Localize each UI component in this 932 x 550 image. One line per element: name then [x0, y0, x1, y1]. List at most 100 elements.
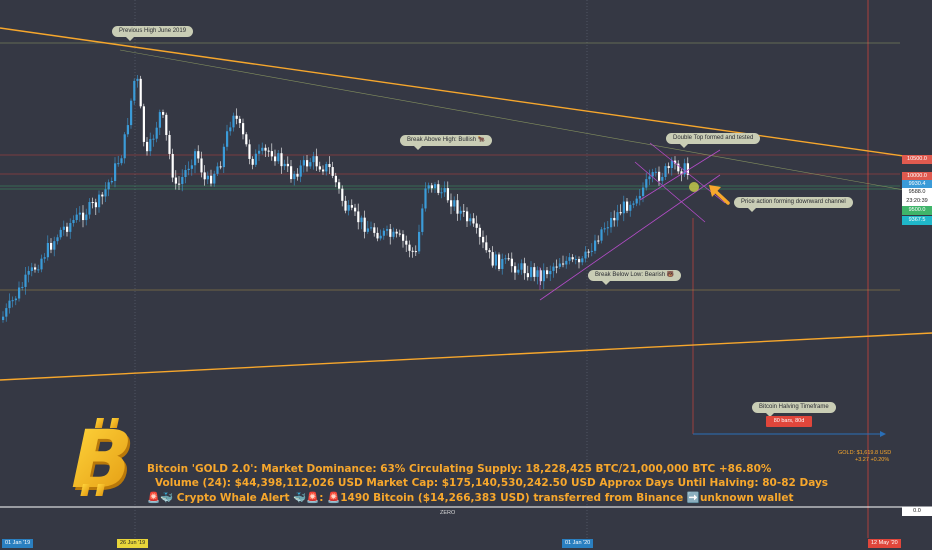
candle-up	[651, 172, 654, 177]
candle-down	[162, 112, 165, 115]
candle-up	[261, 147, 264, 151]
channel-line-lower	[539, 174, 721, 301]
candle-up	[254, 153, 257, 165]
candle-up	[69, 223, 72, 232]
candle-up	[293, 173, 296, 180]
candle-down	[171, 153, 174, 178]
candle-up	[222, 146, 225, 168]
candle-up	[155, 127, 158, 139]
annotation-halving-timeframe[interactable]: Bitcoin Halving Timeframe	[752, 402, 836, 417]
candle-down	[142, 106, 145, 142]
candle-up	[213, 173, 216, 184]
candle-down	[450, 200, 453, 207]
candle-down	[619, 212, 622, 214]
price-axis-label: 9367.5	[902, 216, 932, 225]
candle-up	[594, 240, 597, 251]
candle-down	[523, 263, 526, 274]
candle-down	[363, 217, 366, 232]
candle-down	[510, 258, 513, 267]
candle-up	[568, 257, 571, 261]
price-axis-label: 23:20:39	[902, 197, 932, 206]
candle-up	[520, 263, 523, 270]
candle-up	[216, 166, 219, 174]
candle-up	[158, 112, 161, 128]
candle-up	[302, 160, 305, 166]
candle-down	[667, 166, 670, 169]
candle-up	[229, 127, 232, 132]
annotation-downward-channel[interactable]: Price action forming downward channel	[734, 197, 853, 212]
upper-resistance-trendline	[0, 27, 932, 161]
candle-down	[338, 182, 341, 189]
candle-up	[382, 230, 385, 236]
candle-down	[174, 177, 177, 184]
downward-channel-line-2	[634, 161, 706, 223]
candle-down	[491, 252, 494, 266]
trendlines	[0, 27, 932, 381]
candle-down	[264, 147, 267, 151]
candle-down	[235, 115, 238, 119]
candle-up	[37, 269, 40, 271]
candle-down	[626, 201, 629, 211]
candle-up	[542, 270, 545, 282]
candle-down	[267, 150, 270, 152]
candle-up	[2, 316, 5, 320]
candle-down	[66, 226, 69, 232]
candle-up	[24, 274, 27, 287]
candle-up	[46, 242, 49, 258]
candle-up	[424, 188, 427, 209]
candle-down	[402, 234, 405, 241]
candle-up	[494, 254, 497, 266]
candle-up	[427, 185, 430, 189]
candle-up	[312, 156, 315, 163]
candle-up	[325, 164, 328, 172]
ticker-line-whale-alert: 🚨🐳 Crypto Whale Alert 🐳🚨: 🚨1490 Bitcoin …	[147, 492, 794, 504]
candle-up	[443, 188, 446, 193]
candle-down	[613, 217, 616, 221]
candle-down	[280, 153, 283, 167]
candle-up	[610, 217, 613, 228]
candle-up	[606, 227, 609, 229]
candle-up	[56, 237, 59, 242]
candle-up	[590, 250, 593, 252]
candle-down	[219, 166, 222, 168]
candle-up	[552, 266, 555, 271]
candle-up	[133, 80, 136, 101]
candle-up	[184, 170, 187, 178]
candle-down	[405, 240, 408, 245]
candle-up	[629, 204, 632, 211]
candle-up	[110, 181, 113, 183]
channel-line-upper	[639, 149, 721, 201]
time-label-jan20: 01 Jan '20	[562, 539, 594, 548]
candle-up	[453, 200, 456, 207]
candle-down	[210, 175, 213, 184]
candle-up	[421, 208, 424, 232]
candle-up	[418, 231, 421, 252]
candle-up	[8, 300, 11, 309]
annotation-break-above-high[interactable]: Break Above High: Bullish 🐂	[400, 135, 493, 150]
annotation-break-below-low[interactable]: Break Below Low: Bearish 🐻	[588, 270, 682, 285]
candle-down	[571, 257, 574, 260]
candle-down	[306, 160, 309, 167]
candle-up	[72, 220, 75, 224]
candle-down	[251, 158, 254, 165]
candle-up	[21, 286, 24, 288]
candle-down	[139, 78, 142, 107]
annotation-previous-high[interactable]: Previous High June 2019	[112, 26, 194, 41]
candle-down	[539, 270, 542, 282]
candle-down	[680, 171, 683, 175]
gold-change-label: +3.27 +0.20%	[855, 457, 890, 463]
candle-up	[440, 192, 443, 194]
candle-down	[482, 236, 485, 243]
candle-down	[178, 183, 181, 185]
candle-up	[85, 214, 88, 221]
time-label-jun19: 26 Jun '19	[117, 539, 149, 548]
annotation-double-top[interactable]: Double Top formed and tested	[666, 133, 761, 148]
candle-down	[376, 232, 379, 239]
candle-down	[331, 167, 334, 176]
candle-up	[98, 194, 101, 208]
candle-down	[334, 175, 337, 183]
candle-up	[43, 257, 46, 259]
candle-up	[616, 212, 619, 221]
candle-down	[533, 267, 536, 277]
